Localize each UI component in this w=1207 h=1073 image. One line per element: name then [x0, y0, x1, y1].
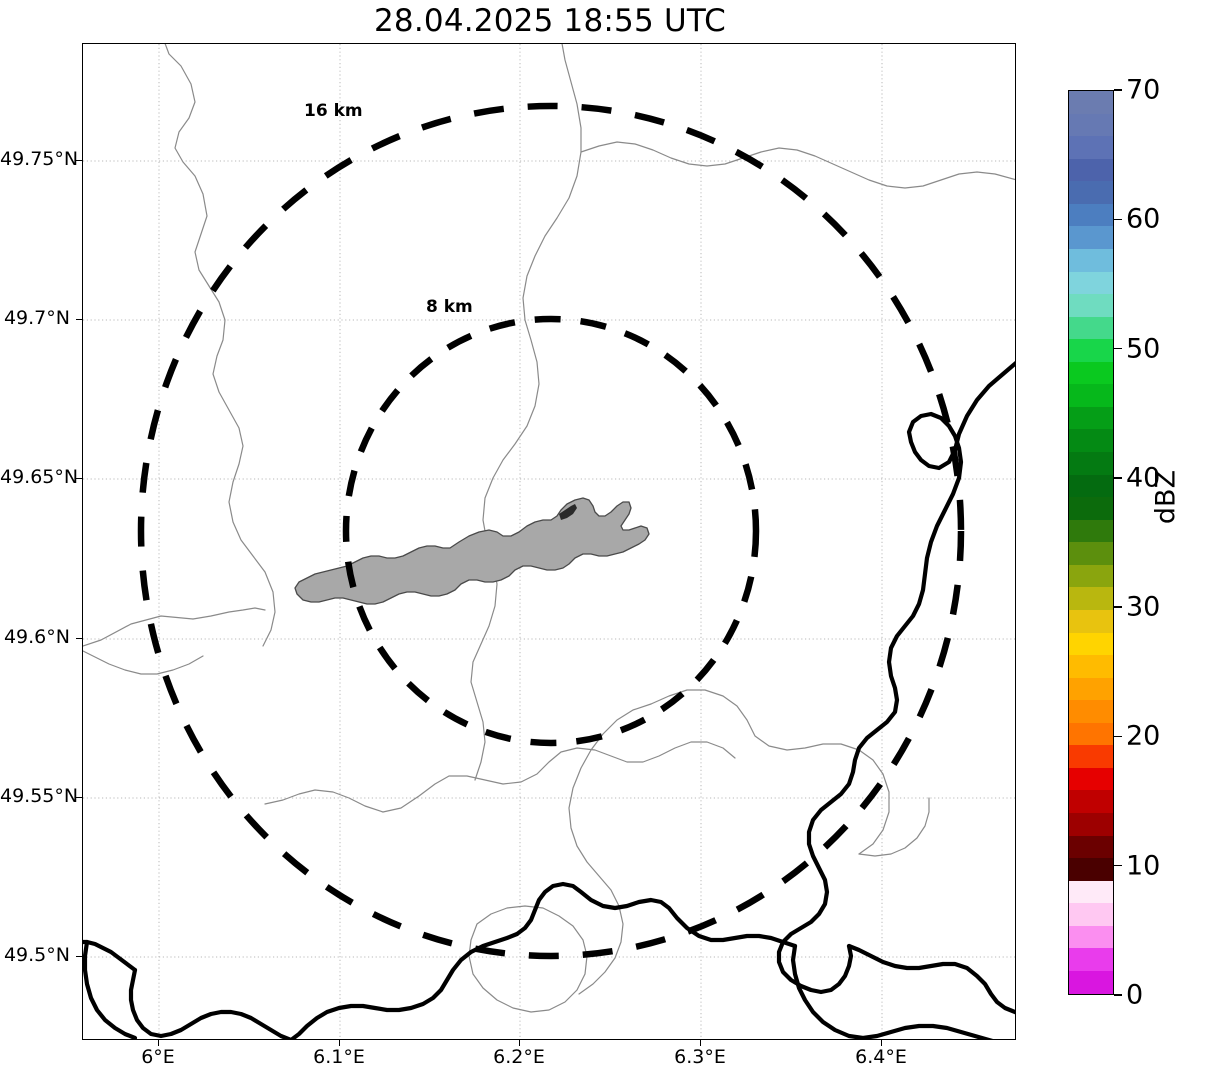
- lat-tick-mark: [76, 638, 82, 640]
- colorbar-band: [1069, 406, 1113, 430]
- colorbar-band: [1069, 767, 1113, 791]
- city-polygon: [294, 497, 650, 605]
- lat-tick-mark: [76, 478, 82, 480]
- map-canvas: [83, 44, 1015, 1039]
- lat-tick-label-496: 49.6°N: [3, 626, 70, 648]
- colorbar-band: [1069, 294, 1113, 317]
- lat-tick-label-4975: 49.75°N: [0, 148, 79, 170]
- map-axes[interactable]: 8 km 16 km: [82, 43, 1016, 1040]
- colorbar-tick-mark: [1114, 864, 1122, 867]
- colorbar-band: [1069, 91, 1113, 114]
- colorbar-band: [1069, 970, 1113, 994]
- colorbar-band: [1069, 181, 1113, 204]
- colorbar-band: [1069, 880, 1113, 904]
- lat-tick-mark: [76, 797, 82, 799]
- colorbar-tick-label: 30: [1126, 591, 1161, 623]
- lon-tick-mark: [158, 1040, 160, 1046]
- colorbar-band: [1069, 316, 1113, 340]
- lat-tick-label-4965: 49.65°N: [0, 466, 79, 488]
- colorbar-band: [1069, 429, 1113, 452]
- range-rings: [137, 102, 965, 960]
- lat-tick-mark: [76, 319, 82, 321]
- colorbar-band: [1069, 677, 1113, 701]
- lon-tick-label-61: 6.1°E: [313, 1046, 365, 1068]
- colorbar-tick-label: 60: [1126, 203, 1161, 235]
- colorbar-band: [1069, 632, 1113, 656]
- colorbar-tick-mark: [1114, 735, 1122, 738]
- country-borders: [83, 360, 1015, 1039]
- range-ring-16km-label: 16 km: [304, 101, 363, 121]
- lat-tick-mark: [76, 956, 82, 958]
- colorbar-band: [1069, 948, 1113, 971]
- colorbar-band: [1069, 519, 1113, 543]
- colorbar-band: [1069, 226, 1113, 249]
- lon-tick-mark: [519, 1040, 521, 1046]
- lon-tick-mark: [700, 1040, 702, 1046]
- colorbar-band: [1069, 925, 1113, 949]
- colorbar-tick-mark: [1114, 347, 1122, 350]
- colorbar-tick-label: 0: [1126, 979, 1144, 1011]
- lon-tick-label-64: 6.4°E: [855, 1046, 907, 1068]
- colorbar-band: [1069, 587, 1113, 610]
- colorbar-tick-label: 20: [1126, 720, 1161, 752]
- colorbar-band: [1069, 339, 1113, 362]
- colorbar[interactable]: [1068, 90, 1114, 995]
- colorbar-band: [1069, 361, 1113, 385]
- lat-tick-label-497: 49.7°N: [3, 307, 70, 329]
- admin-borders: [83, 44, 1015, 1013]
- colorbar-tick-label: 70: [1126, 74, 1161, 106]
- range-ring-8km-label: 8 km: [426, 297, 473, 317]
- lon-tick-label-6: 6°E: [141, 1046, 175, 1068]
- colorbar-band: [1069, 113, 1113, 137]
- colorbar-band: [1069, 858, 1113, 881]
- lat-tick-label-495: 49.5°N: [3, 944, 70, 966]
- colorbar-tick-label: 50: [1126, 333, 1161, 365]
- colorbar-band: [1069, 903, 1113, 926]
- range-ring-16km: [137, 102, 965, 960]
- colorbar-band: [1069, 790, 1113, 813]
- lon-tick-mark: [881, 1040, 883, 1046]
- lon-tick-mark: [339, 1040, 341, 1046]
- colorbar-band: [1069, 813, 1113, 836]
- colorbar-band: [1069, 384, 1113, 407]
- colorbar-tick-mark: [1114, 89, 1122, 91]
- colorbar-band: [1069, 158, 1113, 182]
- lon-tick-label-62: 6.2°E: [493, 1046, 545, 1068]
- colorbar-band: [1069, 271, 1113, 295]
- colorbar-tick-label: 10: [1126, 850, 1161, 882]
- colorbar-band: [1069, 452, 1113, 475]
- colorbar-band: [1069, 745, 1113, 768]
- colorbar-band: [1069, 136, 1113, 159]
- colorbar-band: [1069, 609, 1113, 633]
- colorbar-band: [1069, 700, 1113, 723]
- lat-tick-mark: [76, 160, 82, 162]
- lat-tick-label-4955: 49.55°N: [0, 785, 79, 807]
- colorbar-band: [1069, 835, 1113, 859]
- colorbar-band: [1069, 474, 1113, 498]
- colorbar-title: dBZ: [1150, 469, 1182, 525]
- colorbar-tick-mark: [1114, 994, 1122, 996]
- colorbar-band: [1069, 203, 1113, 227]
- colorbar-band: [1069, 564, 1113, 588]
- colorbar-tick-label: 40: [1126, 462, 1161, 494]
- colorbar-band: [1069, 655, 1113, 678]
- colorbar-band: [1069, 542, 1113, 565]
- lon-tick-label-63: 6.3°E: [674, 1046, 726, 1068]
- colorbar-tick-mark: [1114, 218, 1122, 221]
- colorbar-band: [1069, 248, 1113, 272]
- colorbar-band: [1069, 722, 1113, 746]
- colorbar-tick-mark: [1114, 606, 1122, 608]
- colorbar-tick-mark: [1114, 477, 1122, 479]
- colorbar-band: [1069, 497, 1113, 520]
- page-title: 28.04.2025 18:55 UTC: [374, 3, 726, 39]
- range-ring-8km: [342, 315, 760, 747]
